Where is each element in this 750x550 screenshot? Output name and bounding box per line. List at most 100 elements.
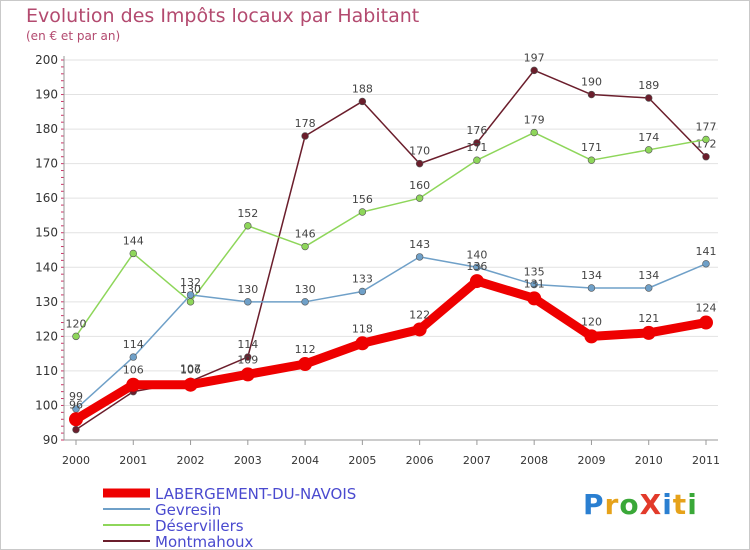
legend-label-montmahoux: Montmahoux <box>155 533 254 550</box>
data-label-d-servillers-2005: 156 <box>352 193 373 206</box>
point-montmahoux-2007 <box>473 139 481 147</box>
chart-subtitle: (en € et par an) <box>26 29 121 43</box>
point-gevresin-2005 <box>358 287 367 296</box>
y-tick-label-120: 120 <box>35 329 58 343</box>
point-montmahoux-2008 <box>530 66 538 75</box>
point-gevresin-2002 <box>186 291 195 299</box>
x-tick-label-2007: 2007 <box>463 454 491 467</box>
y-tick-label-90: 90 <box>43 433 58 447</box>
data-label-d-servillers-2010: 174 <box>638 131 659 144</box>
data-label-d-servillers-2008: 179 <box>524 114 545 127</box>
point-montmahoux-2004 <box>301 132 309 140</box>
point-d-servillers-2002 <box>186 298 195 306</box>
data-label-labergement-du-navois-2009: 120 <box>581 315 602 328</box>
point-gevresin-2011 <box>702 260 710 268</box>
data-label-gevresin-2007: 140 <box>466 248 487 261</box>
data-label-gevresin-2005: 133 <box>352 272 373 285</box>
series-line-d-servillers <box>75 131 707 338</box>
chart-title: Evolution des Impôts locaux par Habitant <box>26 5 420 27</box>
data-label-labergement-du-navois-2004: 112 <box>295 343 316 356</box>
y-tick-label-140: 140 <box>35 260 58 274</box>
data-label-gevresin-2009: 134 <box>581 269 602 282</box>
logo-letter: r <box>604 488 620 521</box>
data-label-labergement-du-navois-2005: 118 <box>352 322 373 335</box>
point-d-servillers-2003 <box>244 222 252 230</box>
data-label-d-servillers-2000: 120 <box>66 317 87 330</box>
point-d-servillers-2006 <box>415 194 424 202</box>
x-tick-label-2002: 2002 <box>177 454 205 467</box>
point-montmahoux-2009 <box>587 90 596 99</box>
point-gevresin-2007 <box>473 263 481 271</box>
point-labergement-du-navois-2005 <box>355 336 370 351</box>
x-tick-label-2006: 2006 <box>406 454 434 467</box>
point-labergement-du-navois-2008 <box>527 291 542 306</box>
point-labergement-du-navois-2010 <box>641 325 656 340</box>
point-gevresin-2004 <box>301 298 309 306</box>
y-tick-label-130: 130 <box>35 295 58 309</box>
data-label-labergement-du-navois-2000: 96 <box>69 398 83 411</box>
data-label-gevresin-2004: 130 <box>295 283 316 296</box>
point-d-servillers-2010 <box>645 146 653 154</box>
x-tick-label-2008: 2008 <box>520 454 548 467</box>
data-label-d-servillers-2001: 144 <box>123 234 144 247</box>
x-tick-label-2009: 2009 <box>577 454 605 467</box>
point-d-servillers-2007 <box>473 156 481 164</box>
data-label-d-servillers-2006: 160 <box>409 179 430 192</box>
series-line-labergement-du-navois <box>71 276 711 424</box>
legend-label-d-servillers: Déservillers <box>155 517 244 535</box>
x-tick-label-2001: 2001 <box>119 454 147 467</box>
legend-label-labergement-du-navois: LABERGEMENT-DU-NAVOIS <box>155 485 356 503</box>
point-gevresin-2001 <box>129 353 137 361</box>
x-tick-label-2005: 2005 <box>348 454 376 467</box>
y-tick-label-160: 160 <box>35 191 58 205</box>
y-tick-label-110: 110 <box>35 364 58 378</box>
data-label-montmahoux-2002: 107 <box>180 362 201 375</box>
data-label-d-servillers-2004: 146 <box>295 228 316 241</box>
point-gevresin-2009 <box>587 284 596 292</box>
point-montmahoux-2011 <box>702 153 710 161</box>
point-d-servillers-2001 <box>129 249 137 258</box>
y-tick-label-180: 180 <box>35 122 58 136</box>
point-montmahoux-2010 <box>645 94 653 102</box>
data-label-gevresin-2001: 114 <box>123 338 144 351</box>
data-label-gevresin-2003: 130 <box>237 283 258 296</box>
data-label-d-servillers-2003: 152 <box>237 207 258 220</box>
logo-letter: i <box>662 488 673 521</box>
data-label-montmahoux-2005: 188 <box>352 82 373 95</box>
point-labergement-du-navois-2009 <box>584 329 599 344</box>
data-label-labergement-du-navois-2008: 131 <box>524 277 545 290</box>
point-montmahoux-2006 <box>415 159 424 168</box>
data-label-gevresin-2000: 99 <box>69 390 83 403</box>
point-montmahoux-2005 <box>358 97 367 106</box>
data-label-labergement-du-navois-2006: 122 <box>409 308 430 321</box>
data-label-montmahoux-2003: 114 <box>237 338 258 351</box>
data-label-d-servillers-2002: 130 <box>180 283 201 296</box>
point-montmahoux-2000 <box>72 425 80 434</box>
data-label-labergement-du-navois-2003: 109 <box>237 353 258 366</box>
data-label-d-servillers-2009: 171 <box>581 141 602 154</box>
data-label-labergement-du-navois-2007: 136 <box>466 260 487 273</box>
x-tick-label-2000: 2000 <box>62 454 90 467</box>
point-d-servillers-2011 <box>702 135 710 144</box>
legend-label-gevresin: Gevresin <box>155 501 221 519</box>
point-d-servillers-2005 <box>358 208 367 216</box>
y-tick-label-100: 100 <box>35 398 58 412</box>
point-d-servillers-2004 <box>301 242 309 251</box>
data-label-montmahoux-2009: 190 <box>581 76 602 89</box>
data-label-gevresin-2011: 141 <box>696 245 717 258</box>
point-labergement-du-navois-2003 <box>240 367 255 382</box>
series-line-gevresin <box>75 256 707 410</box>
data-label-gevresin-2002: 132 <box>180 276 201 289</box>
point-labergement-du-navois-2001 <box>126 377 141 392</box>
point-labergement-du-navois-2011 <box>699 315 713 330</box>
data-label-montmahoux-2006: 170 <box>409 145 430 158</box>
series-line-montmahoux <box>75 69 707 431</box>
data-label-montmahoux-2007: 176 <box>466 124 487 137</box>
data-label-labergement-du-navois-2011: 124 <box>696 302 717 315</box>
point-d-servillers-2000 <box>72 332 80 341</box>
data-label-gevresin-2008: 135 <box>524 266 545 279</box>
x-tick-label-2011: 2011 <box>692 454 720 467</box>
point-gevresin-2006 <box>415 253 424 261</box>
